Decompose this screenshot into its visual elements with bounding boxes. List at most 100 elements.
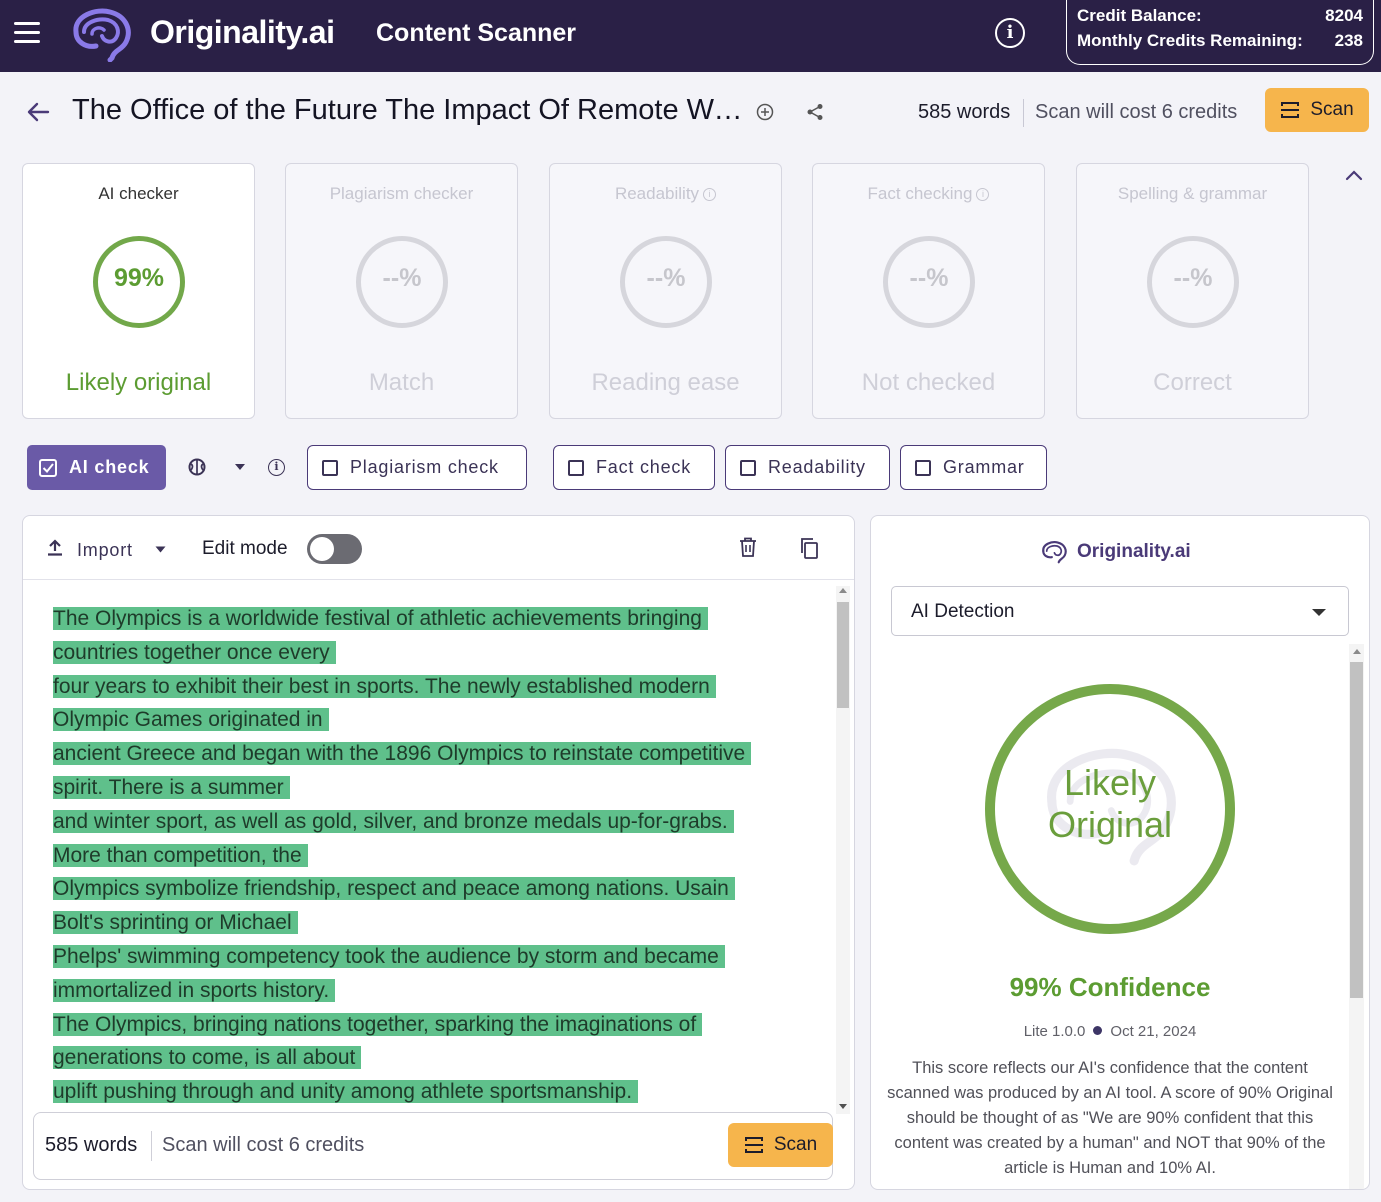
scan-icon bbox=[1281, 102, 1300, 118]
scroll-up-icon[interactable] bbox=[1353, 649, 1361, 654]
editor-line: Olympic Games originated in bbox=[53, 703, 833, 737]
edit-mode-toggle[interactable] bbox=[307, 534, 362, 564]
editor-line: The Olympics is a worldwide festival of … bbox=[53, 602, 833, 636]
editor-line: Bolt's sprinting or Michael bbox=[53, 906, 833, 940]
card-label: Not checked bbox=[861, 369, 996, 396]
info-icon[interactable]: i bbox=[268, 459, 285, 476]
editor-scrollbar[interactable] bbox=[836, 586, 850, 1114]
footer-scan-button[interactable]: Scan bbox=[728, 1123, 833, 1167]
import-dropdown-caret-icon[interactable] bbox=[155, 546, 166, 553]
back-arrow-icon[interactable] bbox=[26, 100, 50, 124]
detection-select-value: AI Detection bbox=[911, 601, 1015, 622]
highlighted-text: Phelps' swimming competency took the aud… bbox=[53, 944, 725, 968]
brain-logo-icon bbox=[1042, 541, 1067, 564]
card-fact-checking[interactable]: Fact checking i --% Not checked bbox=[812, 163, 1045, 419]
word-count: 585 words bbox=[918, 101, 1011, 123]
product-name: Content Scanner bbox=[376, 19, 577, 47]
info-icon[interactable]: i bbox=[703, 188, 717, 201]
editor-line: The Olympics, bringing nations together,… bbox=[53, 1008, 833, 1042]
grammar-toggle[interactable]: Grammar bbox=[900, 445, 1047, 490]
highlighted-text: four years to exhibit their best in spor… bbox=[53, 674, 716, 698]
top-bar: Originality.ai Content Scanner i Credit … bbox=[0, 0, 1381, 72]
menu-icon[interactable] bbox=[14, 22, 40, 44]
card-title: Spelling & grammar bbox=[1117, 184, 1268, 203]
highlighted-text: More than competition, the bbox=[53, 843, 308, 867]
editor-content[interactable]: The Olympics is a worldwide festival of … bbox=[53, 602, 833, 1110]
card-spelling-grammar[interactable]: Spelling & grammar --% Correct bbox=[1076, 163, 1309, 419]
brain-model-icon[interactable] bbox=[187, 457, 207, 477]
scan-icon bbox=[744, 1137, 763, 1153]
highlighted-text: generations to come, is all about bbox=[53, 1046, 362, 1070]
readability-label: Readability bbox=[768, 457, 866, 477]
card-ai-checker[interactable]: AI checker 99% Likely original bbox=[22, 163, 255, 419]
card-label: Match bbox=[368, 369, 435, 396]
plagiarism-check-toggle[interactable]: Plagiarism check bbox=[307, 445, 527, 490]
scan-button[interactable]: Scan bbox=[1265, 88, 1369, 132]
highlighted-text: Bolt's sprinting or Michael bbox=[53, 911, 298, 935]
divider bbox=[151, 1131, 152, 1161]
footer-word-count: 585 words bbox=[45, 1134, 138, 1156]
monthly-credits-value: 238 bbox=[1334, 31, 1363, 50]
separator-dot bbox=[1093, 1026, 1103, 1035]
highlighted-text: ancient Greece and began with the 1896 O… bbox=[53, 742, 752, 766]
card-score: --% bbox=[909, 264, 949, 292]
trash-icon[interactable] bbox=[739, 537, 757, 557]
score-ring bbox=[883, 236, 975, 328]
brain-logo-icon[interactable] bbox=[66, 6, 136, 62]
editor-line: ancient Greece and began with the 1896 O… bbox=[53, 737, 833, 771]
card-title: Plagiarism checker bbox=[329, 184, 474, 203]
highlighted-text: Olympics symbolize friendship, respect a… bbox=[53, 877, 735, 901]
footer-scan-label: Scan bbox=[773, 1134, 818, 1155]
import-button[interactable]: Import bbox=[77, 540, 133, 560]
plagiarism-check-label: Plagiarism check bbox=[350, 457, 499, 477]
editor-line: four years to exhibit their best in spor… bbox=[53, 670, 833, 704]
result-panel: Originality.ai AI Detection Likely Origi… bbox=[870, 515, 1370, 1190]
toggle-knob bbox=[310, 537, 334, 561]
card-readability[interactable]: Readability i --% Reading ease bbox=[549, 163, 782, 419]
card-title: Readability i bbox=[550, 184, 781, 204]
upload-icon[interactable] bbox=[47, 538, 63, 556]
checkbox-icon bbox=[568, 459, 584, 476]
scroll-up-icon[interactable] bbox=[839, 588, 847, 593]
checkbox-checked-icon bbox=[39, 458, 57, 477]
score-description: This score reflects our AI's confidence … bbox=[887, 1059, 1333, 1177]
editor-panel: Import Edit mode The Olympics is a world… bbox=[22, 515, 855, 1190]
result-label-line1: Likely bbox=[1063, 762, 1157, 803]
brand-name[interactable]: Originality.ai bbox=[150, 14, 335, 50]
readability-toggle[interactable]: Readability bbox=[725, 445, 890, 490]
card-score: 99% bbox=[113, 264, 165, 292]
brain-watermark-icon bbox=[1047, 748, 1176, 866]
editor-scrollbar-thumb[interactable] bbox=[837, 602, 849, 708]
add-circle-icon[interactable] bbox=[756, 103, 774, 121]
panel-brand: Originality.ai bbox=[1039, 540, 1191, 564]
model-dropdown-caret-icon[interactable] bbox=[234, 463, 246, 471]
ai-check-toggle[interactable]: AI check bbox=[27, 445, 166, 490]
card-label: Correct bbox=[1153, 369, 1232, 396]
detection-select[interactable]: AI Detection bbox=[891, 586, 1349, 636]
panel-scrollbar-thumb[interactable] bbox=[1350, 662, 1363, 998]
credit-box: Credit Balance: 8204 Monthly Credits Rem… bbox=[1066, 0, 1374, 65]
fact-check-toggle[interactable]: Fact check bbox=[553, 445, 715, 490]
card-plagiarism-checker[interactable]: Plagiarism checker --% Match bbox=[285, 163, 518, 419]
score-ring bbox=[1147, 236, 1239, 328]
highlighted-text: The Olympics, bringing nations together,… bbox=[53, 1012, 703, 1036]
chevron-up-icon[interactable] bbox=[1344, 168, 1364, 182]
info-icon[interactable]: i bbox=[995, 18, 1025, 48]
credit-balance-label: Credit Balance: bbox=[1077, 6, 1202, 25]
editor-line: countries together once every bbox=[53, 636, 833, 670]
panel-brand-name: Originality.ai bbox=[1077, 541, 1191, 562]
divider bbox=[1023, 99, 1024, 127]
highlighted-text: countries together once every bbox=[53, 640, 336, 664]
footer-scan-cost: Scan will cost 6 credits bbox=[162, 1134, 365, 1156]
info-icon[interactable]: i bbox=[976, 188, 990, 201]
card-label: Likely original bbox=[65, 369, 212, 396]
highlighted-text: uplift pushing through and unity among a… bbox=[53, 1080, 639, 1104]
copy-icon[interactable] bbox=[799, 537, 819, 559]
scroll-down-icon[interactable] bbox=[839, 1104, 847, 1109]
highlighted-text: and winter sport, as well as gold, silve… bbox=[53, 809, 734, 833]
highlighted-text: The Olympics is a worldwide festival of … bbox=[53, 607, 708, 630]
edit-mode-label: Edit mode bbox=[202, 538, 288, 559]
card-label: Reading ease bbox=[591, 369, 740, 396]
share-icon[interactable] bbox=[806, 103, 824, 121]
document-title[interactable]: The Office of the Future The Impact Of R… bbox=[72, 94, 752, 126]
